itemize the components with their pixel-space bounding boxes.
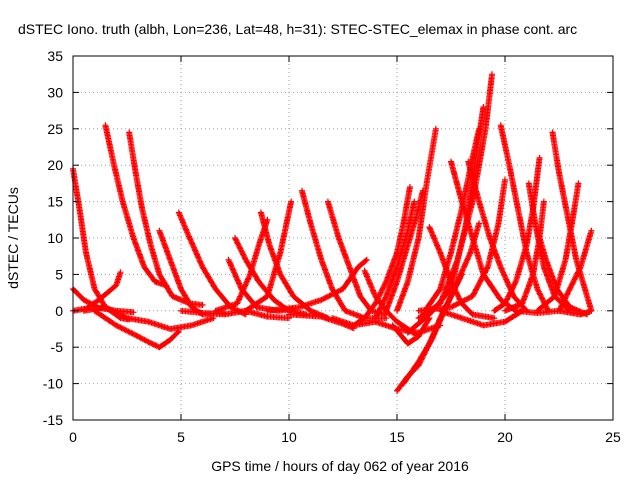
arc-markers (534, 180, 582, 314)
data-arc (264, 256, 370, 314)
arc-markers (394, 125, 439, 314)
arc-markers (212, 216, 271, 314)
data-arc (102, 122, 169, 289)
y-tick-label: 20 (47, 157, 63, 173)
arc-markers (264, 256, 370, 314)
data-arc (91, 307, 182, 351)
arc-markers (448, 158, 519, 314)
arc-markers (178, 307, 292, 322)
data-arc (178, 307, 292, 322)
data-arc (383, 187, 426, 314)
data-arc (242, 198, 295, 314)
data-arc (372, 198, 418, 322)
data-arc (448, 158, 519, 314)
x-tick-label: 25 (605, 429, 621, 445)
y-tick-label: 0 (55, 303, 63, 319)
x-tick-label: 0 (69, 429, 77, 445)
arc-markers (415, 176, 508, 314)
arc-markers (389, 315, 433, 347)
x-tick-label: 15 (389, 429, 405, 445)
arc-markers (91, 307, 182, 351)
y-tick-label: 5 (55, 266, 63, 282)
arc-markers (175, 209, 249, 318)
data-arc (415, 176, 508, 314)
arc-markers (383, 187, 426, 314)
data-arc (389, 315, 433, 347)
data-arc (212, 216, 271, 314)
x-tick-label: 20 (497, 429, 513, 445)
y-tick-label: -5 (51, 339, 64, 355)
data-arc (534, 180, 582, 314)
arc-markers (372, 198, 418, 322)
arc-markers (556, 227, 595, 314)
data-arc (175, 209, 249, 318)
arc-markers (102, 122, 169, 289)
arc-markers (491, 154, 543, 314)
data-arc (394, 125, 439, 314)
grid-lines (73, 56, 613, 420)
data-arc (556, 227, 595, 314)
y-axis-label: dSTEC / TECUs (5, 187, 21, 289)
arc-markers (299, 187, 390, 322)
x-axis-label: GPS time / hours of day 062 of year 2016 (211, 458, 469, 474)
data-arc (126, 129, 206, 308)
arc-markers (242, 198, 295, 314)
data-arc (491, 154, 543, 314)
arc-markers (126, 129, 206, 308)
chart-title: dSTEC Iono. truth (albh, Lon=236, Lat=48… (18, 21, 577, 37)
data-arc (257, 209, 331, 322)
y-tick-label: -15 (43, 412, 63, 428)
x-tick-label: 10 (281, 429, 297, 445)
data-arc (299, 187, 390, 322)
data-points (70, 71, 595, 394)
y-tick-label: 35 (47, 48, 63, 64)
data-arc (80, 304, 217, 332)
y-tick-labels: -15 -10 -5 0 5 10 15 20 25 30 35 (43, 48, 63, 428)
y-tick-label: -10 (43, 376, 63, 392)
x-tick-label: 5 (177, 429, 185, 445)
arc-markers (257, 209, 331, 322)
y-tick-label: 30 (47, 84, 63, 100)
y-tick-label: 10 (47, 230, 63, 246)
axis-ticks (72, 55, 614, 421)
x-tick-labels: 0 5 10 15 20 25 (69, 429, 621, 445)
y-tick-label: 25 (47, 121, 63, 137)
y-tick-label: 15 (47, 194, 63, 210)
arc-markers (80, 304, 217, 332)
